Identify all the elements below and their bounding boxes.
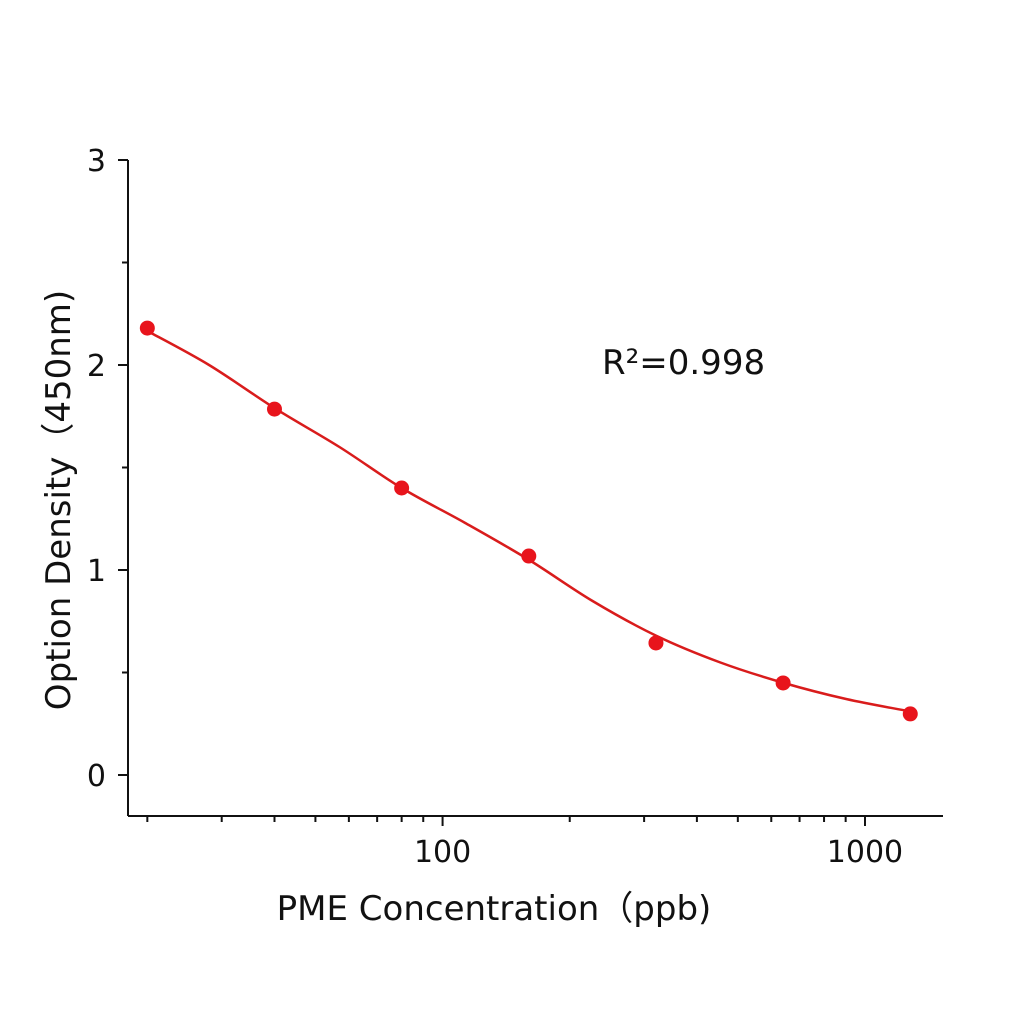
y-tick-label: 0 <box>87 759 106 794</box>
x-tick-label: 100 <box>414 835 471 870</box>
data-point <box>775 675 791 691</box>
data-point <box>139 320 155 336</box>
x-tick-label: 1000 <box>827 835 903 870</box>
y-tick-label: 2 <box>87 349 106 384</box>
y-axis-label: Option Density（450nm) <box>39 290 79 710</box>
data-point <box>394 480 410 496</box>
y-tick-label: 3 <box>87 144 106 179</box>
annotation: R²=0.998 <box>602 343 765 383</box>
x-axis-label: PME Concentration（ppb) <box>277 889 712 929</box>
fit-curve <box>146 329 911 713</box>
data-point <box>902 706 918 722</box>
y-tick-label: 1 <box>87 554 106 589</box>
data-point <box>648 635 664 651</box>
data-point <box>266 401 282 417</box>
data-point <box>521 548 537 564</box>
